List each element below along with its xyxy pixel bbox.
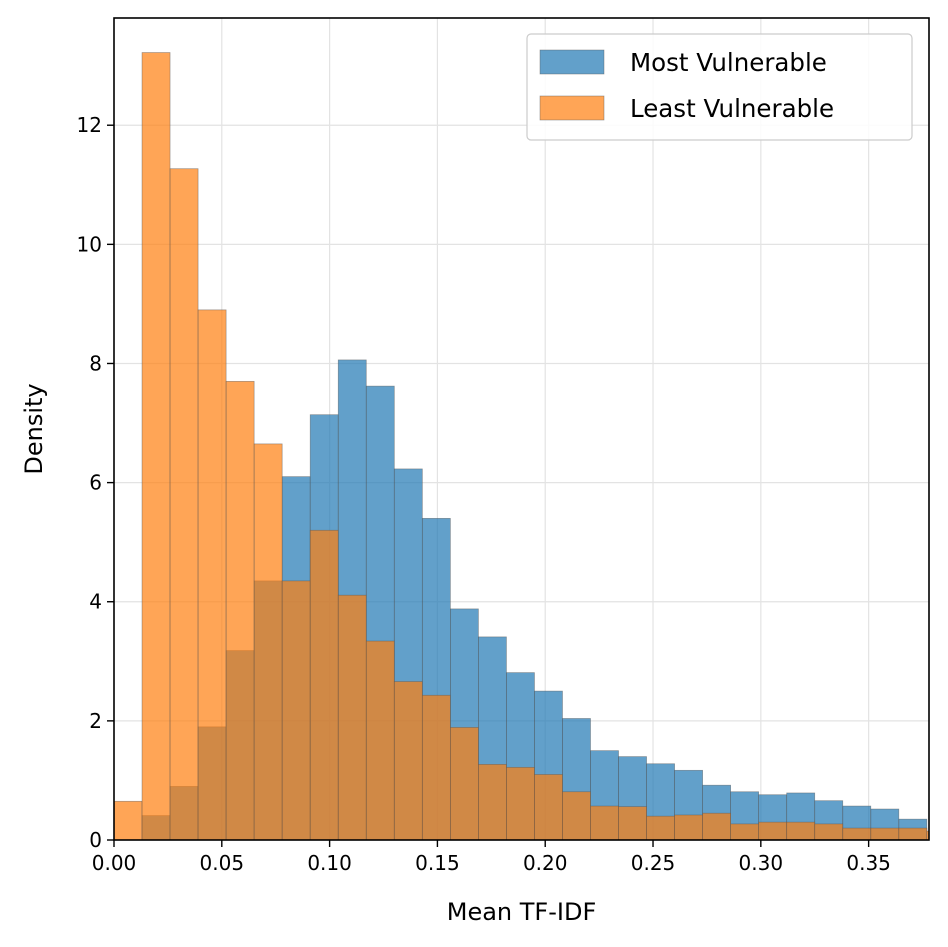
y-tick-label: 6 (89, 471, 102, 495)
bars (113, 52, 930, 841)
bar-least-vulnerable (393, 681, 423, 841)
y-tick-label: 10 (77, 232, 102, 256)
y-axis-title: Density (20, 383, 48, 474)
plot-frame (113, 17, 930, 841)
y-tick-label: 12 (77, 113, 102, 137)
bar-least-vulnerable (870, 827, 900, 841)
x-tick-label: 0.15 (415, 851, 460, 875)
bar-least-vulnerable (169, 168, 199, 841)
y-tick-label: 4 (89, 590, 102, 614)
y-tick-label: 8 (89, 351, 102, 375)
bar-least-vulnerable (674, 814, 703, 841)
x-axis-title: Mean TF-IDF (447, 898, 597, 926)
x-tick-label: 0.25 (631, 851, 676, 875)
legend-label-most-vulnerable: Most Vulnerable (630, 48, 827, 77)
y-tick-label: 2 (89, 709, 102, 733)
bar-least-vulnerable (786, 821, 816, 841)
bar-least-vulnerable (449, 727, 479, 841)
bar-least-vulnerable (337, 594, 367, 841)
bar-least-vulnerable (421, 694, 451, 841)
bar-least-vulnerable (646, 815, 675, 841)
bar-least-vulnerable (898, 827, 928, 841)
bar-least-vulnerable (730, 823, 760, 841)
bar-least-vulnerable (253, 443, 283, 841)
bar-least-vulnerable (758, 821, 788, 841)
bar-least-vulnerable (590, 805, 619, 841)
bar-least-vulnerable (534, 774, 563, 841)
legend-box (526, 33, 913, 141)
series-least-vulnerable (113, 52, 930, 841)
x-tick-label: 0.10 (307, 851, 352, 875)
bar-least-vulnerable (702, 812, 731, 841)
legend-swatch-most-vulnerable (539, 49, 605, 75)
legend: Most Vulnerable Least Vulnerable (526, 33, 913, 141)
x-tick-label: 0.00 (92, 851, 137, 875)
x-tick-label: 0.20 (523, 851, 568, 875)
y-tick-label: 0 (89, 828, 102, 852)
x-tick-label: 0.30 (739, 851, 784, 875)
bar-least-vulnerable (562, 791, 591, 841)
bar-least-vulnerable (814, 823, 844, 841)
bar-least-vulnerable (197, 309, 227, 841)
legend-swatch-least-vulnerable (539, 95, 605, 121)
x-tick-label: 0.35 (846, 851, 891, 875)
bar-least-vulnerable (365, 640, 395, 841)
bar-least-vulnerable (141, 52, 171, 841)
bar-least-vulnerable (478, 764, 507, 841)
bar-least-vulnerable (506, 766, 535, 841)
x-tick-label: 0.05 (200, 851, 245, 875)
bar-least-vulnerable (281, 580, 311, 841)
axis-ticks: 0.00 0.05 0.10 0.15 0.20 0.25 0.30 0.35 0 2 4 6 8 10 1… (77, 113, 891, 875)
bar-least-vulnerable (618, 806, 647, 841)
legend-label-least-vulnerable: Least Vulnerable (630, 94, 834, 123)
bar-least-vulnerable (842, 827, 872, 841)
bar-least-vulnerable (113, 800, 143, 841)
bar-least-vulnerable (225, 380, 255, 841)
bar-least-vulnerable (309, 529, 339, 841)
